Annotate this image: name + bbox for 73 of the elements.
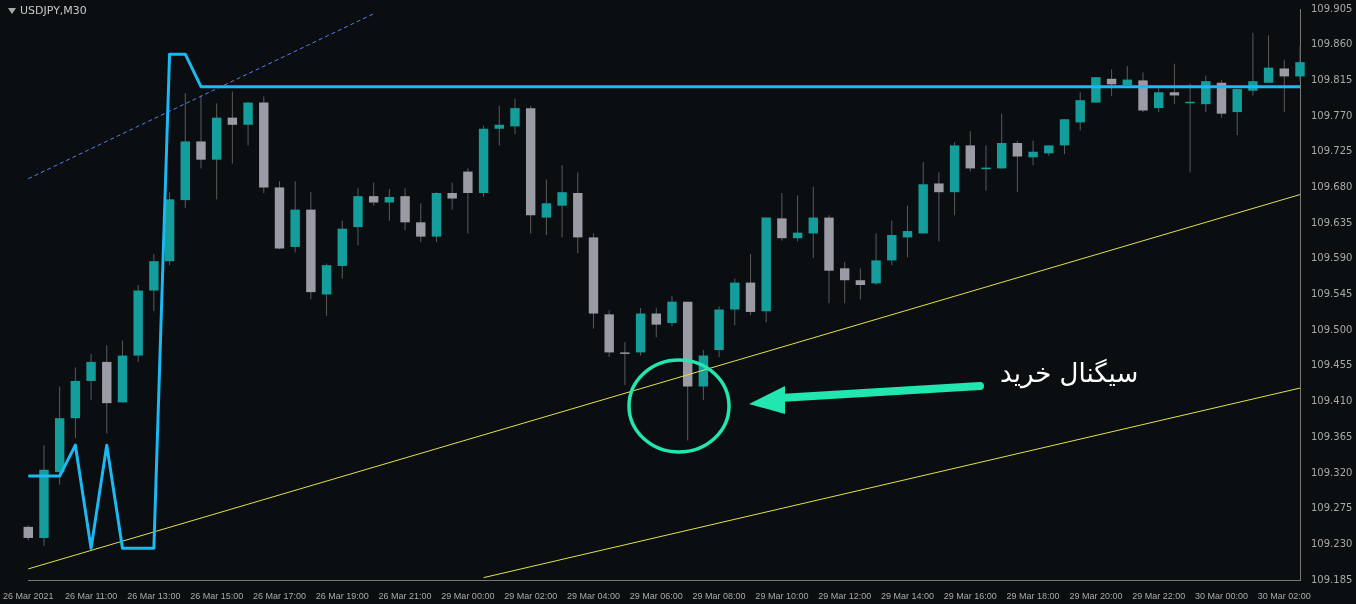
chart-title: USDJPY,M30 bbox=[20, 4, 87, 17]
x-tick-label: 29 Mar 16:00 bbox=[943, 590, 997, 601]
y-tick-label: 109.320 bbox=[1311, 466, 1353, 478]
candlestick bbox=[541, 179, 552, 236]
x-tick-label: 29 Mar 02:00 bbox=[504, 590, 558, 601]
candlestick bbox=[777, 192, 787, 242]
candlestick bbox=[934, 171, 944, 242]
candlestick bbox=[1012, 140, 1023, 193]
candlestick bbox=[1295, 44, 1305, 82]
x-tick-label: 26 Mar 2021 bbox=[2, 590, 54, 601]
candlestick bbox=[1169, 63, 1180, 105]
y-tick-label: 109.230 bbox=[1311, 537, 1353, 549]
y-tick-label: 109.365 bbox=[1311, 430, 1353, 442]
y-tick-label: 109.275 bbox=[1311, 502, 1353, 514]
candlestick bbox=[494, 105, 504, 146]
candlestick bbox=[1279, 59, 1290, 113]
x-tick-label: 29 Mar 12:00 bbox=[818, 590, 872, 601]
y-tick-label: 109.635 bbox=[1311, 216, 1353, 228]
y-tick-label: 109.410 bbox=[1311, 395, 1353, 407]
x-tick-label: 29 Mar 22:00 bbox=[1132, 590, 1186, 601]
candlestick bbox=[463, 167, 473, 234]
candlestick bbox=[243, 101, 253, 146]
y-tick-label: 109.860 bbox=[1311, 38, 1353, 50]
y-tick-label: 109.500 bbox=[1311, 323, 1353, 335]
x-tick-label: 26 Mar 13:00 bbox=[127, 590, 181, 601]
candlestick bbox=[510, 98, 520, 135]
candlestick bbox=[620, 341, 630, 386]
candlestick bbox=[1075, 91, 1085, 131]
annotation: سیگنال خرید bbox=[1000, 358, 1139, 388]
y-tick-label: 109.590 bbox=[1311, 252, 1353, 264]
candlestick bbox=[227, 90, 238, 165]
x-tick-label: 26 Mar 11:00 bbox=[64, 590, 118, 601]
x-tick-label: 29 Mar 14:00 bbox=[880, 590, 935, 601]
candlestick bbox=[416, 202, 426, 243]
x-tick-label: 29 Mar 04:00 bbox=[566, 590, 620, 601]
y-tick-label: 109.545 bbox=[1311, 288, 1353, 300]
candlestick bbox=[667, 295, 677, 327]
candlestick bbox=[1028, 140, 1038, 166]
x-tick-label: 26 Mar 15:00 bbox=[190, 590, 244, 601]
candlestick bbox=[384, 188, 395, 222]
x-tick-label: 30 Mar 00:00 bbox=[1194, 590, 1249, 601]
x-tick-label: 29 Mar 18:00 bbox=[1006, 590, 1060, 601]
y-tick-label: 109.680 bbox=[1311, 181, 1353, 193]
candlestick bbox=[871, 232, 881, 286]
candlestick bbox=[368, 182, 379, 207]
candlestick bbox=[1232, 88, 1242, 136]
candlestick bbox=[86, 353, 96, 401]
x-tick-label: 26 Mar 21:00 bbox=[378, 590, 432, 601]
y-tick-label: 109.725 bbox=[1311, 145, 1353, 157]
candlestick bbox=[196, 94, 206, 169]
candlestick bbox=[855, 267, 866, 300]
candlestick bbox=[808, 186, 818, 259]
candlestick bbox=[839, 261, 850, 304]
y-tick-label: 109.815 bbox=[1311, 73, 1353, 85]
x-tick-label: 29 Mar 00:00 bbox=[441, 590, 495, 601]
candlestick bbox=[651, 307, 661, 338]
y-tick-label: 109.770 bbox=[1311, 109, 1353, 121]
x-tick-label: 29 Mar 10:00 bbox=[755, 590, 809, 601]
candlestick bbox=[447, 182, 457, 211]
x-tick-label: 26 Mar 17:00 bbox=[252, 590, 306, 601]
y-tick-label: 109.185 bbox=[1311, 573, 1353, 585]
x-tick-label: 29 Mar 20:00 bbox=[1069, 590, 1123, 601]
candlestick bbox=[557, 164, 567, 238]
x-tick-label: 29 Mar 06:00 bbox=[629, 590, 683, 601]
candlestick bbox=[1153, 87, 1164, 113]
candlestick bbox=[902, 205, 913, 258]
candlestick bbox=[1263, 34, 1274, 84]
y-tick-label: 109.905 bbox=[1311, 2, 1353, 14]
x-tick-label: 30 Mar 02:00 bbox=[1257, 590, 1311, 601]
x-tick-label: 29 Mar 08:00 bbox=[692, 590, 746, 601]
y-tick-label: 109.455 bbox=[1311, 359, 1353, 371]
x-tick-label: 26 Mar 19:00 bbox=[315, 590, 369, 601]
candlestick bbox=[965, 130, 975, 173]
